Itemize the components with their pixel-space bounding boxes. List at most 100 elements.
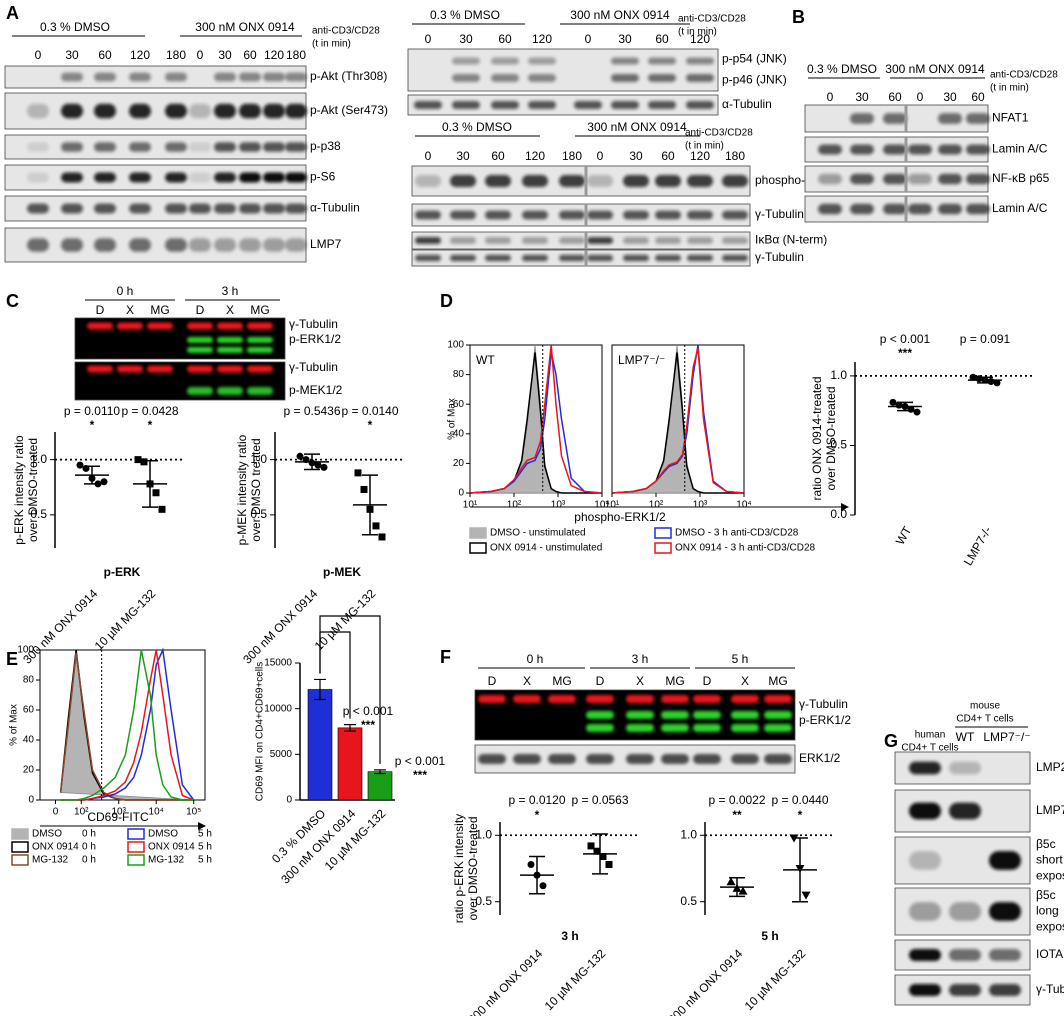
lane-label: D [488,674,497,688]
point [527,861,535,869]
lane-label: 30 [456,149,470,163]
y-tick-label: 20 [23,765,35,776]
band [623,175,649,187]
band [655,210,681,220]
band [687,210,713,220]
band [247,365,273,373]
band [908,144,932,155]
band [513,695,541,703]
legend-time: 0 h [82,829,96,840]
lane-label: 120 [264,48,284,62]
lane-label: 0 [425,149,432,163]
band [731,695,759,703]
blot-strip [407,48,719,92]
band [415,254,441,262]
band [611,57,639,65]
row-label: IκBα (N-term) [755,233,827,247]
y-tick-label: 1.0 [475,827,492,841]
band [478,754,506,764]
error-bar [314,678,326,701]
significance: *** [898,346,912,360]
significance: *** [361,718,375,732]
band [850,173,874,185]
point [134,456,142,464]
band [214,203,236,214]
stimulus-label: anti-CD3/CD28 [685,128,753,139]
band [189,172,211,183]
point [738,886,748,895]
row-label: p-MEK1/2 [289,383,343,397]
band [687,254,713,262]
point [726,877,736,886]
x-axis-label: CD69-FITC [87,810,149,824]
band [217,347,243,353]
band [966,113,990,124]
x-tick-label: LMP7-/- [961,524,994,568]
band [165,72,187,82]
band [586,754,614,764]
band [686,74,714,82]
significance: * [368,418,373,432]
y-tick-label: 0.5 [475,894,492,908]
band [450,254,476,262]
band [989,851,1021,870]
band [189,103,211,119]
x-tick-label: 10¹ [463,500,478,511]
band [491,74,519,82]
band [165,203,187,214]
lane-label: D [196,303,205,317]
band [548,754,576,764]
row-label: p-p38 [310,139,341,153]
stimulus-label: anti-CD3/CD28 [990,70,1058,81]
x-tick-label: 10⁴ [594,500,609,511]
row-label: α-Tubulin [722,97,772,111]
band [94,72,116,82]
band [247,387,273,395]
band [909,851,941,870]
y-tick-label: 100 [447,340,464,351]
band [452,74,480,82]
legend-label: DMSO - 3 h anti-CD3/CD28 [675,528,799,539]
band [661,711,689,719]
band [117,322,143,330]
band [587,237,613,244]
band [764,695,792,703]
band [655,237,681,244]
band [285,238,307,252]
y-axis-label: % of Max [447,398,458,440]
band [626,711,654,719]
band [909,761,941,775]
band [263,103,285,119]
band [247,347,273,353]
band [263,172,285,183]
band [217,387,243,395]
y-tick-label: 0.0 [830,507,847,521]
band [686,101,714,109]
band [559,254,585,262]
band [722,254,748,262]
band [239,238,261,252]
row-label: Lamin A/C [992,201,1048,215]
y-axis-label: ratio p-ERK intensity [452,814,466,923]
y-tick-label: 5000 [270,749,293,760]
group-label: 300 nM ONX 0914 [587,120,687,134]
lane-label: 180 [562,149,582,163]
lane-label: 60 [888,90,902,104]
y-axis-label: ratio ONX 0914-treated [810,376,824,500]
band [661,754,689,764]
legend-swatch [654,542,672,554]
band [147,365,173,373]
band [214,142,236,152]
point [593,847,601,855]
stimulus-label: anti-CD3/CD28 [312,26,380,37]
row-label: γ-Tubulin [755,207,804,221]
group-label: 0.3 % DMSO [442,120,512,134]
band [587,254,613,262]
band [764,711,792,719]
p-value: p = 0.0428 [121,404,178,418]
lane-label: 30 [459,32,473,46]
significance: * [798,808,803,822]
band [908,203,932,215]
band [450,237,476,244]
point [372,522,380,530]
